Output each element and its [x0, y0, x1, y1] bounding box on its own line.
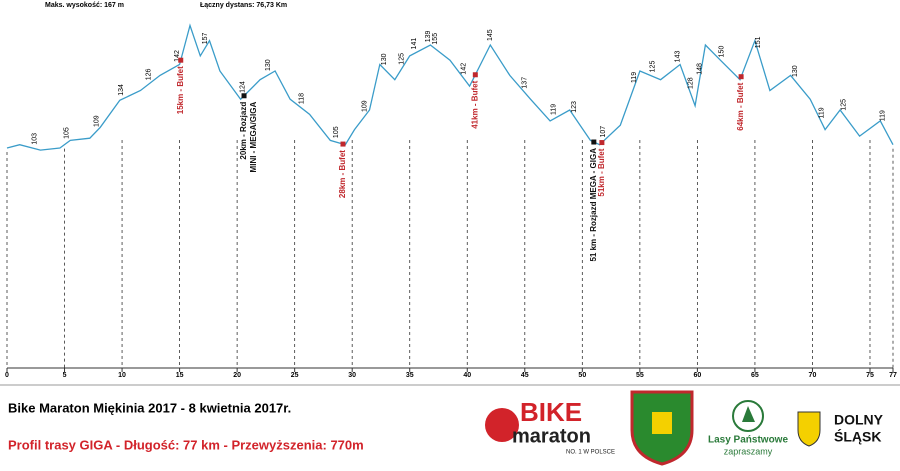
elevation-label: 118: [298, 93, 305, 104]
annotation: 64km - Bufet: [736, 82, 745, 130]
elevation-label: 125: [840, 99, 847, 111]
x-tick-label: 15: [176, 372, 184, 379]
elevation-label: 125: [649, 61, 656, 73]
logo-text: maraton: [512, 425, 591, 447]
x-tick-label: 77: [889, 372, 897, 379]
elevation-label: 103: [31, 133, 38, 145]
elevation-label: 125: [399, 53, 406, 65]
stat: Łączny dystans: 76,73 Km: [200, 2, 287, 9]
stat: Maks. wysokość: 167 m: [45, 2, 124, 9]
x-tick-label: 65: [751, 372, 759, 379]
x-tick-label: 75: [866, 372, 874, 379]
elevation-label: 150: [718, 46, 725, 58]
annotation: 51 km - Rozjazd MEGA - GIGA: [589, 148, 598, 262]
elevation-label: 105: [333, 126, 340, 138]
x-tick-label: 35: [406, 372, 414, 379]
x-tick-label: 0: [5, 372, 9, 379]
elevation-label: 124: [240, 81, 247, 93]
annotation: 51km - Bufet: [597, 148, 606, 196]
logo-text: BIKE: [520, 397, 582, 427]
elevation-label: 126: [145, 69, 152, 81]
elevation-label: 109: [362, 100, 369, 112]
elevation-label: 130: [792, 65, 799, 77]
elevation-label: 148: [697, 63, 704, 75]
marker: [241, 93, 247, 99]
marker: [591, 139, 597, 145]
elevation-label: 105: [64, 127, 71, 139]
elevation-label: 123: [571, 101, 578, 113]
logo-text: Lasy Państwowe: [708, 435, 788, 446]
marker: [340, 141, 346, 147]
x-tick-label: 40: [463, 372, 471, 379]
elevation-label: 130: [381, 53, 388, 65]
logo-text: ŚLĄSK: [834, 428, 881, 445]
x-tick-label: 20: [233, 372, 241, 379]
logo-text: zapraszamy: [724, 446, 773, 456]
x-tick-label: 5: [63, 372, 67, 379]
elevation-label: 137: [522, 77, 529, 89]
x-tick-label: 30: [348, 372, 356, 379]
elevation-line: [6, 23, 894, 151]
x-tick-label: 25: [291, 372, 299, 379]
x-tick-label: 60: [693, 372, 701, 379]
elevation-label: 142: [174, 50, 181, 62]
elevation-label: 109: [94, 115, 101, 127]
marker: [472, 72, 478, 78]
elevation-label: 128: [687, 77, 694, 89]
x-tick-label: 50: [578, 372, 586, 379]
elevation-label: 119: [819, 107, 826, 118]
marker: [178, 57, 184, 63]
elevation-label: 139: [425, 30, 432, 42]
elevation-label: 155: [432, 33, 439, 45]
annotation: 15km - Bufet: [176, 66, 185, 114]
x-tick-label: 55: [636, 372, 644, 379]
x-tick-label: 45: [521, 372, 529, 379]
elevation-label: 151: [755, 36, 762, 48]
logo-bike: BIKE maraton NO. 1 W POLSCE: [485, 397, 615, 456]
footer-title: Bike Maraton Miękinia 2017 - 8 kwietnia …: [8, 400, 291, 415]
x-tick-label: 10: [118, 372, 126, 379]
logo-crest: [630, 390, 694, 466]
logo-text: DOLNY: [834, 412, 884, 428]
elevation-label: 107: [600, 126, 607, 138]
elevation-label: 119: [550, 104, 557, 115]
x-tick-label: 70: [809, 372, 817, 379]
annotation: MINI - MEGA/GIGA: [249, 102, 258, 173]
annotation: 41km - Bufet: [470, 80, 479, 128]
footer-subtitle: Profil trasy GIGA - Długość: 77 km - Prz…: [8, 437, 364, 452]
elevation-label: 142: [461, 63, 468, 75]
elevation-label: 119: [631, 72, 638, 83]
marker: [738, 74, 744, 80]
logo-dolny-slask: DOLNY ŚLĄSK: [797, 411, 884, 447]
elevation-label: 134: [118, 84, 125, 96]
logo-lasy: Lasy Państwowe zapraszamy: [708, 400, 788, 456]
marker: [599, 140, 605, 146]
elevation-label: 119: [879, 110, 886, 121]
annotation: 20km - Rozjazd: [239, 102, 248, 160]
logo-text: NO. 1 W POLSCE: [566, 450, 615, 456]
elevation-label: 145: [487, 29, 494, 41]
elevation-label: 130: [265, 59, 272, 71]
annotation: 28km - Bufet: [338, 150, 347, 198]
elevation-label: 157: [202, 32, 209, 44]
elevation-label: 141: [411, 38, 418, 50]
elevation-label: 143: [675, 51, 682, 63]
